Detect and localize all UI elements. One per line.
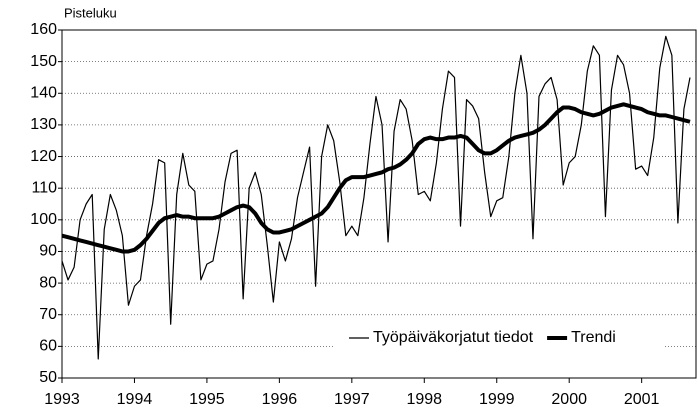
y-tick-label: 90 [39, 243, 57, 260]
y-tick-label: 100 [30, 211, 57, 228]
y-tick-label: 70 [39, 306, 57, 323]
x-tick-label: 1998 [406, 391, 442, 408]
legend-box [335, 325, 665, 351]
y-tick-label: 80 [39, 274, 57, 291]
y-tick-label: 160 [30, 21, 57, 38]
x-tick-label: 1997 [334, 391, 370, 408]
x-tick-label: 1993 [44, 391, 80, 408]
y-axis-label: Pisteluku [64, 5, 117, 20]
y-tick-label: 150 [30, 53, 57, 70]
x-tick-label: 2000 [551, 391, 587, 408]
series-line [61, 35, 691, 360]
x-tick-label: 2001 [624, 391, 660, 408]
y-tick-label: 110 [31, 179, 57, 196]
series-line [61, 102, 691, 254]
x-tick-label: 1994 [117, 391, 153, 408]
plot-frame [61, 29, 697, 379]
legend-label: Trendi [571, 329, 616, 346]
y-tick-label: 50 [39, 369, 57, 386]
x-tick-label: 1995 [189, 391, 225, 408]
x-tick-label: 1999 [479, 391, 515, 408]
y-tick-label: 120 [30, 148, 57, 165]
y-tick-label: 140 [30, 84, 57, 101]
legend-label: Työpäiväkorjatut tiedot [373, 329, 534, 346]
x-tick-label: 1996 [262, 391, 298, 408]
y-tick-label: 60 [39, 338, 57, 355]
y-tick-label: 130 [30, 116, 57, 133]
